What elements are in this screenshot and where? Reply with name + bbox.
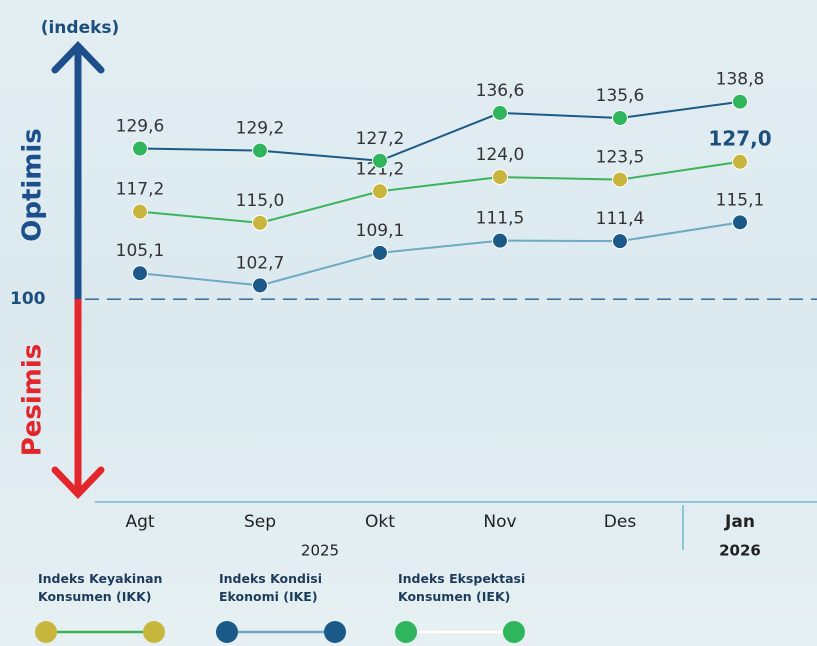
value-label: 111,5 (476, 209, 525, 229)
point (253, 278, 268, 293)
point (133, 141, 148, 156)
legend-marker (216, 621, 238, 643)
x-tick-label: Agt (125, 512, 154, 532)
point (733, 94, 748, 109)
value-label: 127,2 (356, 129, 405, 149)
value-label: 111,4 (596, 209, 645, 229)
point (733, 154, 748, 169)
value-label: 115,0 (236, 191, 285, 211)
point (493, 105, 508, 120)
pesimis-label: Pesimis (18, 344, 48, 457)
value-label: 129,6 (116, 117, 165, 137)
legend-marker (395, 621, 417, 643)
series-line (140, 222, 740, 285)
point (613, 234, 628, 249)
x-tick-label: Sep (244, 512, 276, 532)
point (613, 111, 628, 126)
y-axis-label: (indeks) (41, 18, 120, 38)
point (133, 266, 148, 281)
legend-label: Indeks Ekspektasi Konsumen (IEK) (398, 570, 538, 606)
legend-marker (35, 621, 57, 643)
point (253, 143, 268, 158)
value-label: 123,5 (596, 148, 645, 168)
value-label: 115,1 (716, 190, 765, 210)
year-label: 2026 (719, 542, 761, 560)
value-label: 117,2 (116, 180, 165, 200)
x-tick-label: Nov (483, 512, 516, 532)
legend-marker (503, 621, 525, 643)
point (493, 233, 508, 248)
value-label: 127,0 (708, 126, 771, 150)
point (373, 184, 388, 199)
point (613, 172, 628, 187)
legend-label: Indeks Keyakinan Konsumen (IKK) (38, 570, 178, 606)
x-tick-label: Des (604, 512, 637, 532)
point (493, 170, 508, 185)
x-tick-label: Jan (724, 512, 755, 532)
point (133, 204, 148, 219)
point (733, 215, 748, 230)
point (373, 153, 388, 168)
page: (indeks) Optimis Pesimis 100 Agt Sep Okt Nov… (0, 0, 817, 646)
year-label: 2025 (301, 542, 339, 560)
legend-marker (324, 621, 346, 643)
point (253, 215, 268, 230)
value-label: 105,1 (116, 241, 165, 261)
x-tick-label: Okt (365, 512, 395, 532)
series-line (140, 102, 740, 161)
value-label: 124,0 (476, 145, 525, 165)
value-label: 136,6 (476, 81, 525, 101)
value-label: 109,1 (356, 221, 405, 241)
y-tick-label: 100 (10, 289, 46, 309)
series-line (140, 162, 740, 223)
legend-label: Indeks Kondisi Ekonomi (IKE) (219, 570, 359, 606)
value-label: 138,8 (716, 70, 765, 90)
value-label: 102,7 (236, 253, 285, 273)
value-label: 135,6 (596, 86, 645, 106)
chart: (indeks) Optimis Pesimis 100 Agt Sep Okt Nov… (0, 0, 817, 646)
value-label: 129,2 (236, 119, 285, 139)
optimis-label: Optimis (18, 128, 48, 242)
legend-marker (143, 621, 165, 643)
point (373, 245, 388, 260)
